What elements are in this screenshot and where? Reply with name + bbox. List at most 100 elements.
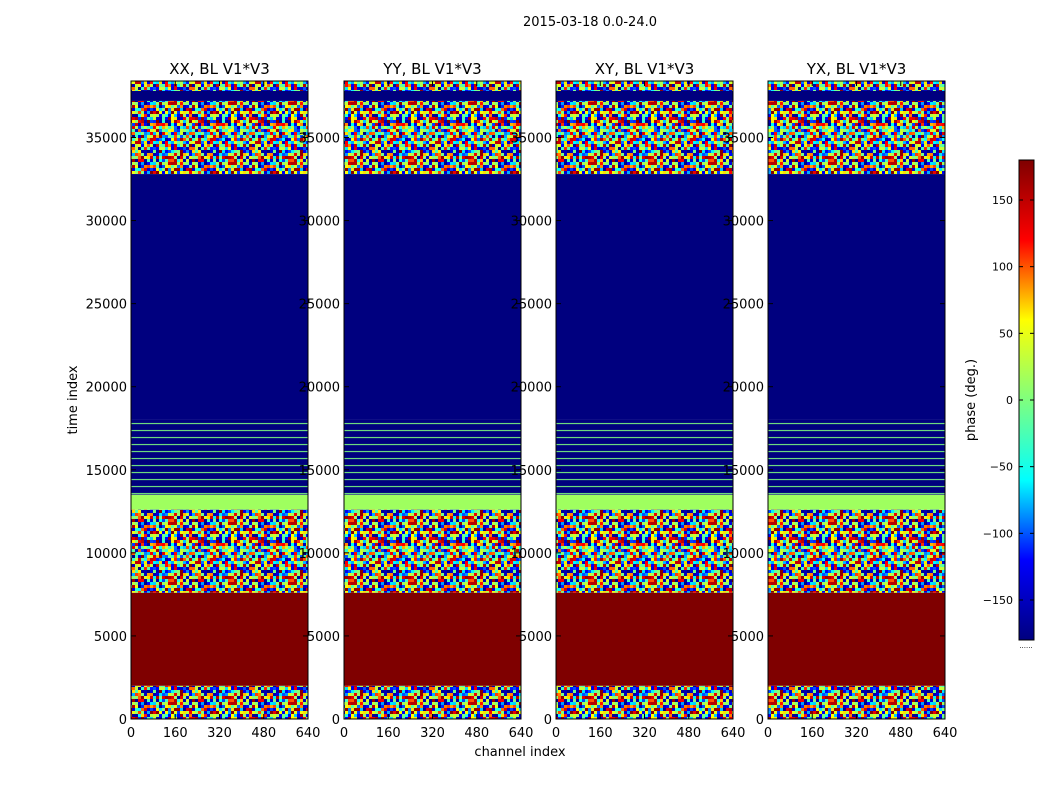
band-0 (556, 685, 733, 719)
band-stripe (768, 492, 945, 495)
x-tick-label: 480 (464, 726, 489, 741)
band-2 (344, 509, 521, 593)
band-4 (768, 419, 945, 495)
band-stripe (768, 457, 945, 460)
x-tick-label: 640 (509, 726, 534, 741)
y-tick-label: 0 (332, 713, 340, 728)
band-stripe (556, 422, 733, 425)
y-tick-label: 25000 (511, 298, 552, 313)
y-tick-label: 20000 (299, 381, 340, 396)
band-stripe (131, 422, 308, 425)
band-stripe (131, 478, 308, 481)
band-stripe (556, 478, 733, 481)
panel-group: XX, BL V1*V3 0 160 320 480 640 0 5000 10000 15000… (86, 60, 958, 741)
colorbar-footnote: ...... (1019, 642, 1032, 650)
band-stripe (556, 485, 733, 488)
y-tick-label: 10000 (723, 547, 764, 562)
band-1 (344, 592, 521, 686)
band-7 (131, 90, 308, 101)
band-stripe (768, 485, 945, 488)
y-tick-label: 20000 (511, 381, 552, 396)
y-tick-label: 5000 (307, 630, 340, 645)
x-tick-label: 160 (163, 726, 188, 741)
colorbar-label: phase (deg.) (964, 359, 979, 441)
y-tick-label: 5000 (731, 630, 764, 645)
band-2 (131, 509, 308, 593)
x-tick-label: 320 (632, 726, 657, 741)
y-tick-label: 30000 (299, 215, 340, 230)
panel-yx: YX, BL V1*V3 0 160 320 480 640 0 5000 10000 15000… (723, 60, 958, 741)
y-tick-label: 30000 (86, 215, 127, 230)
panel-title: XX, BL V1*V3 (169, 60, 270, 78)
band-stripe (556, 436, 733, 439)
band-stripe (131, 443, 308, 446)
x-tick-label: 640 (933, 726, 958, 741)
band-1 (768, 592, 945, 686)
x-tick-label: 480 (676, 726, 701, 741)
band-stripe (131, 464, 308, 467)
band-stripe (344, 443, 521, 446)
x-tick-label: 320 (420, 726, 445, 741)
band-stripe (344, 429, 521, 432)
y-tick-label: 0 (544, 713, 552, 728)
figure-suptitle: 2015-03-18 0.0-24.0 (523, 15, 657, 30)
x-tick-label: 640 (296, 726, 321, 741)
x-tick-label: 480 (251, 726, 276, 741)
band-0 (131, 685, 308, 719)
y-tick-label: 25000 (86, 298, 127, 313)
band-stripe (344, 422, 521, 425)
band-stripe (768, 436, 945, 439)
y-tick-label: 35000 (86, 131, 127, 146)
colorbar: 150 100 50 0 −50 −100 −150 (983, 159, 1035, 641)
y-tick-label: 25000 (299, 298, 340, 313)
y-tick-label: 20000 (723, 381, 764, 396)
band-stripe (768, 464, 945, 467)
band-3 (344, 494, 521, 510)
x-tick-label: 0 (552, 726, 560, 741)
band-stripe (768, 471, 945, 474)
x-tick-label: 160 (800, 726, 825, 741)
colorbar-tick-label: −100 (983, 527, 1013, 540)
band-stripe (131, 429, 308, 432)
band-stripe (344, 485, 521, 488)
band-stripe (344, 471, 521, 474)
band-stripe (556, 450, 733, 453)
band-stripe (131, 457, 308, 460)
band-5 (556, 174, 733, 420)
y-tick-label: 35000 (299, 131, 340, 146)
x-tick-label: 0 (764, 726, 772, 741)
band-stripe (344, 492, 521, 495)
band-6 (556, 100, 733, 175)
panel-xy: XY, BL V1*V3 0 160 320 480 640 0 5000 10000 15000… (511, 60, 746, 741)
y-tick-label: 15000 (511, 464, 552, 479)
y-tick-label: 35000 (723, 131, 764, 146)
y-tick-label: 0 (756, 713, 764, 728)
y-tick-label: 15000 (86, 464, 127, 479)
band-4 (556, 419, 733, 495)
band-stripe (344, 478, 521, 481)
colorbar-tick-label: −50 (990, 461, 1013, 474)
band-stripe (131, 492, 308, 495)
y-tick-label: 5000 (519, 630, 552, 645)
band-stripe (556, 471, 733, 474)
band-stripe (131, 436, 308, 439)
panel-title: YX, BL V1*V3 (806, 60, 907, 78)
y-tick-label: 15000 (299, 464, 340, 479)
x-tick-label: 480 (888, 726, 913, 741)
band-3 (131, 494, 308, 510)
band-1 (556, 592, 733, 686)
panel-xx: XX, BL V1*V3 0 160 320 480 640 0 5000 10000 15000… (86, 60, 321, 741)
band-stripe (344, 450, 521, 453)
panel-title: XY, BL V1*V3 (595, 60, 695, 78)
panel-yy: YY, BL V1*V3 0 160 320 480 640 0 5000 10000 15000… (299, 60, 534, 741)
y-tick-label: 10000 (299, 547, 340, 562)
x-tick-label: 160 (588, 726, 613, 741)
band-5 (768, 174, 945, 420)
colorbar-tick-label: 150 (992, 194, 1013, 207)
band-stripe (768, 429, 945, 432)
y-tick-label: 0 (119, 713, 127, 728)
band-stripe (131, 471, 308, 474)
colorbar-tick-label: 100 (992, 261, 1013, 274)
x-tick-label: 0 (340, 726, 348, 741)
band-stripe (768, 443, 945, 446)
